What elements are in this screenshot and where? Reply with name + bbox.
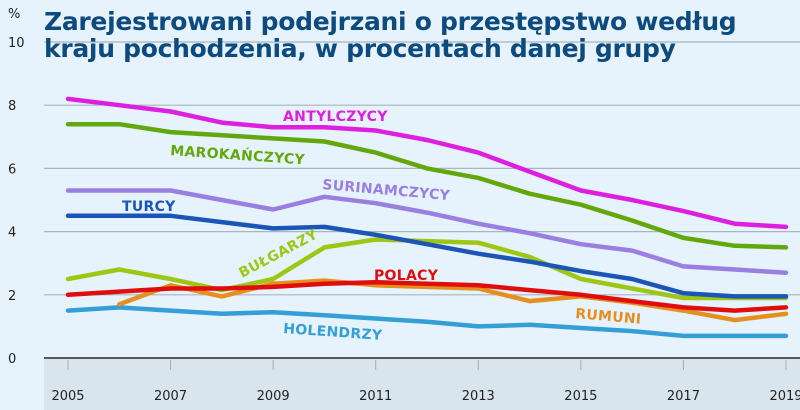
series-line-polacy bbox=[65, 279, 789, 313]
series-line-marokańczycy bbox=[65, 121, 789, 250]
series-line-turcy bbox=[65, 213, 789, 299]
chart-title: Zarejestrowani podejrzani o przestępstwo… bbox=[44, 7, 737, 63]
series-label: POLACY bbox=[374, 268, 439, 284]
series-label: MAROKAŃCZYCY bbox=[170, 141, 306, 168]
x-tick-label: 2017 bbox=[667, 389, 700, 404]
series-line-holendrzy bbox=[65, 305, 789, 339]
y-tick-label: 10 bbox=[8, 36, 25, 51]
chart-title-line-1: Zarejestrowani podejrzani o przestępstwo… bbox=[44, 7, 737, 36]
series-label: ANTYLCZYCY bbox=[283, 109, 388, 125]
chart-title-line-2: kraju pochodzenia, w procentach danej gr… bbox=[44, 34, 676, 63]
x-axis-band bbox=[44, 358, 800, 410]
x-tick-label: 2011 bbox=[359, 389, 392, 404]
x-tick-label: 2007 bbox=[154, 389, 187, 404]
y-tick-label: 2 bbox=[8, 289, 16, 304]
x-tick-label: 2013 bbox=[462, 389, 495, 404]
x-tick-label: 2015 bbox=[564, 389, 597, 404]
x-tick-label: 2009 bbox=[257, 389, 290, 404]
series-label: TURCY bbox=[122, 199, 176, 215]
series-line-rumuni bbox=[117, 278, 789, 323]
y-tick-label: 0 bbox=[8, 352, 16, 367]
y-tick-label: 6 bbox=[8, 162, 16, 177]
series-line-surinamczycy bbox=[65, 188, 789, 275]
y-tick-label: 8 bbox=[8, 99, 16, 114]
series-line-antylczycy bbox=[65, 96, 789, 230]
series-line-bułgarzy bbox=[65, 237, 789, 301]
y-axis-unit: % bbox=[8, 7, 20, 22]
series-label: RUMUNI bbox=[575, 306, 642, 328]
x-tick-label: 2019 bbox=[769, 389, 800, 404]
x-tick-label: 2005 bbox=[51, 389, 84, 404]
y-tick-label: 4 bbox=[8, 226, 16, 241]
series-label: HOLENDRZY bbox=[283, 321, 384, 344]
